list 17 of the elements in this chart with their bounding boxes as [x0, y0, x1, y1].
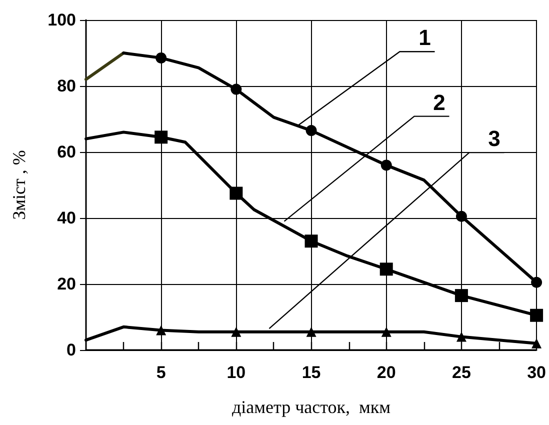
- y-tick-label: 20: [57, 274, 76, 294]
- annotation: 2: [433, 90, 446, 115]
- annotation: 3: [488, 126, 500, 152]
- y-tick-label: 60: [57, 142, 76, 162]
- x-tick-label: 5: [156, 363, 166, 382]
- y-tick-label: 80: [57, 76, 76, 96]
- y-tick-label: 100: [48, 10, 76, 30]
- y-axis-title: Зміст , %: [9, 150, 29, 220]
- x-tick-label: 25: [452, 363, 471, 382]
- annotation: 1: [418, 25, 431, 50]
- x-axis-title: діаметр часток, мкм: [232, 397, 391, 417]
- y-tick-label: 40: [57, 208, 76, 228]
- x-tick-label: 15: [302, 363, 321, 382]
- x-tick-label: 30: [527, 363, 546, 382]
- x-tick-label: 10: [226, 363, 246, 382]
- y-tick-label: 0: [66, 340, 76, 360]
- x-tick-label: 20: [376, 363, 396, 382]
